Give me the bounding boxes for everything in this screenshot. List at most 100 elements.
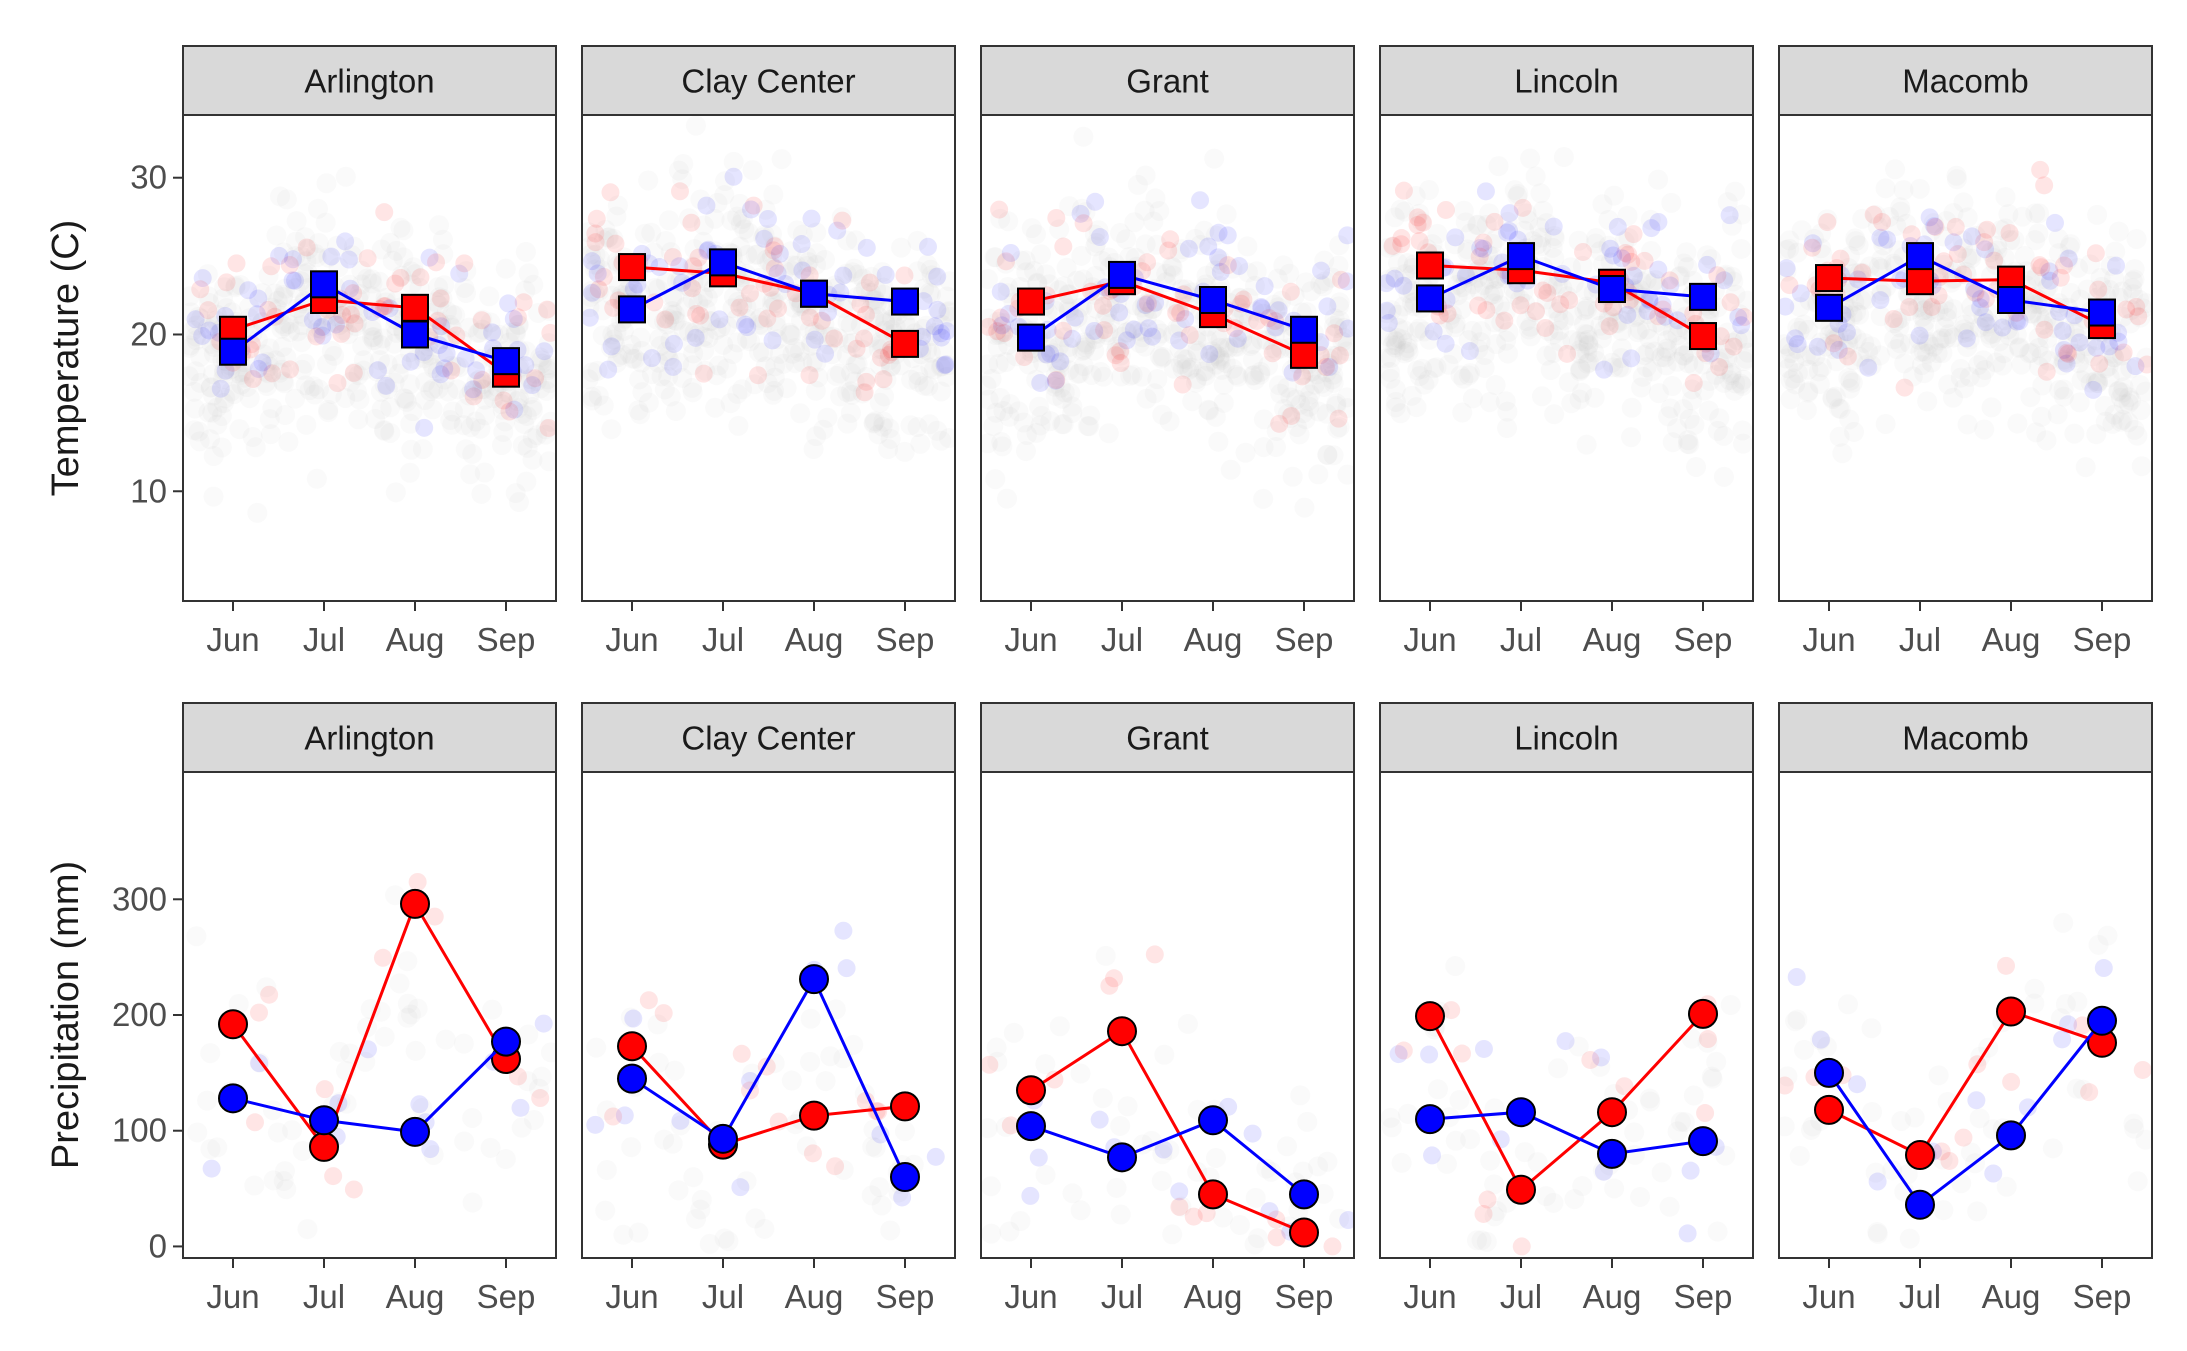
jitter-point (807, 324, 828, 345)
jitter-point (1574, 242, 1593, 261)
jitter-point (1914, 311, 1935, 332)
jitter-point (820, 1046, 841, 1067)
jitter-point (1976, 313, 1995, 332)
jitter-point (1414, 374, 1435, 395)
jitter-point (1606, 312, 1627, 333)
y-tick-label: 100 (112, 1112, 167, 1149)
jitter-point (1925, 302, 1946, 323)
jitter-point (1261, 1161, 1282, 1182)
jitter-point (348, 409, 369, 430)
jitter-point (1290, 1085, 1311, 1106)
jitter-point (586, 1037, 607, 1058)
jitter-point (1942, 387, 1963, 408)
jitter-point (1779, 334, 1795, 355)
jitter-point (1500, 221, 1519, 240)
jitter-point (1707, 1221, 1728, 1242)
jitter-point (508, 314, 529, 335)
jitter-point (270, 186, 291, 207)
jitter-point (1466, 1230, 1487, 1251)
jitter-point (1197, 330, 1218, 351)
x-tick-label: Sep (1674, 621, 1733, 658)
y-axis-title: Precipitation (mm) (45, 861, 87, 1169)
jitter-point (357, 268, 378, 289)
jitter-point (1513, 282, 1534, 303)
jitter-point (1384, 266, 1405, 287)
jitter-point (1885, 255, 1906, 276)
jitter-point (243, 370, 262, 389)
jitter-point (183, 335, 201, 356)
jitter-point (585, 259, 606, 280)
jitter-point (1544, 404, 1565, 425)
jitter-point (619, 343, 640, 364)
jitter-point (1698, 1030, 1717, 1049)
jitter-point (371, 239, 392, 260)
jitter-point (2031, 406, 2052, 427)
jitter-point (1940, 1151, 1959, 1170)
jitter-point (2071, 370, 2092, 391)
jitter-point (1445, 317, 1466, 338)
jitter-point (1948, 245, 1967, 264)
jitter-point (2098, 356, 2119, 377)
jitter-point (298, 239, 319, 260)
jitter-point (324, 1167, 343, 1186)
jitter-point (1870, 345, 1891, 366)
jitter-point (295, 227, 316, 248)
jitter-point (2133, 1060, 2152, 1079)
jitter-point (472, 319, 493, 340)
jitter-point (1218, 226, 1237, 245)
jitter-point (810, 311, 831, 332)
jitter-point (638, 392, 659, 413)
jitter-point (658, 366, 679, 387)
jitter-point (1084, 340, 1105, 361)
jitter-point (1159, 1140, 1180, 1161)
jitter-point (1908, 297, 1929, 318)
jitter-point (1994, 247, 2015, 268)
jitter-point (822, 326, 843, 347)
jitter-point (310, 318, 331, 339)
jitter-point (1097, 303, 1118, 324)
jitter-point (264, 283, 285, 304)
jitter-point (615, 1106, 634, 1125)
jitter-point (738, 222, 759, 243)
jitter-point (2029, 203, 2050, 224)
jitter-point (1578, 334, 1599, 355)
jitter-point (871, 334, 892, 355)
x-tick-label: Sep (876, 1278, 935, 1315)
jitter-point (1264, 294, 1285, 315)
jitter-point (1095, 308, 1116, 329)
y-tick-label: 200 (112, 996, 167, 1033)
jitter-point (1568, 1036, 1589, 1057)
jitter-point (2129, 289, 2150, 310)
jitter-point (1385, 379, 1406, 400)
jitter-point (1058, 336, 1079, 357)
jitter-point (842, 332, 863, 353)
jitter-point (920, 259, 941, 280)
data-point (1199, 285, 1227, 314)
jitter-point (432, 229, 453, 250)
jitter-point (522, 428, 543, 449)
data-point (309, 1105, 339, 1136)
jitter-point (361, 286, 382, 307)
jitter-point (1067, 307, 1088, 328)
jitter-point (920, 342, 941, 363)
jitter-point (1631, 271, 1652, 292)
jitter-point (780, 241, 801, 262)
jitter-point (225, 275, 246, 296)
jitter-point (1098, 423, 1119, 444)
jitter-point (763, 290, 784, 311)
jitter-point (874, 370, 893, 389)
jitter-point (1326, 395, 1347, 416)
jitter-point (1985, 251, 2004, 270)
jitter-point (1489, 295, 1510, 316)
jitter-point (2000, 229, 2021, 250)
jitter-point (1715, 271, 1734, 290)
jitter-point (1111, 354, 1130, 373)
jitter-point (1732, 420, 1753, 441)
jitter-point (202, 1159, 221, 1178)
jitter-point (1715, 347, 1736, 368)
jitter-point (870, 331, 891, 352)
jitter-point (187, 1122, 208, 1143)
jitter-point (291, 246, 312, 267)
jitter-point (494, 391, 513, 410)
jitter-point (467, 323, 488, 344)
